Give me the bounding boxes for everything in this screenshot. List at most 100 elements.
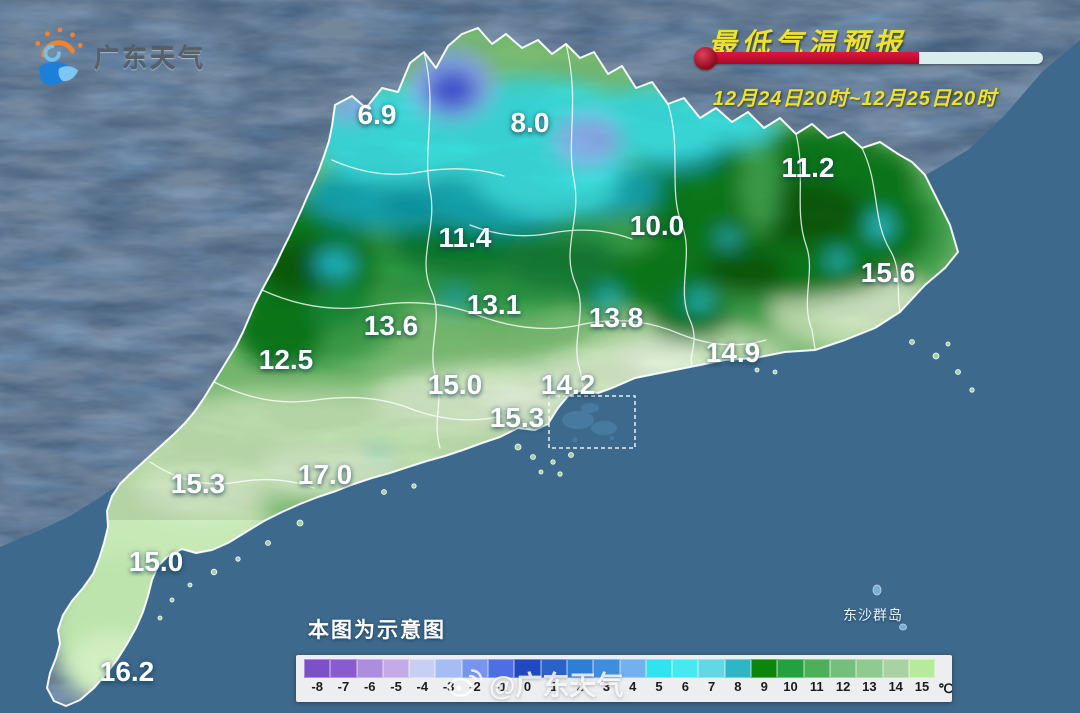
legend-stop: 7 bbox=[698, 659, 725, 694]
legend-unit: ℃ bbox=[938, 681, 953, 696]
legend-swatch bbox=[330, 659, 357, 678]
legend-label: 14 bbox=[888, 679, 903, 694]
dongsha-islands bbox=[872, 584, 907, 631]
legend-label: -8 bbox=[311, 679, 323, 694]
legend-stop: 4 bbox=[619, 659, 646, 694]
legend-swatch bbox=[908, 659, 936, 678]
temperature-label: 14.2 bbox=[540, 369, 596, 400]
legend-swatch bbox=[672, 659, 699, 678]
temperature-label: 15.0 bbox=[427, 369, 483, 400]
legend-swatch bbox=[777, 659, 804, 678]
temperature-label: 15.6 bbox=[860, 257, 916, 288]
legend-stop: -5 bbox=[382, 659, 410, 694]
temperature-label: 12.5 bbox=[258, 344, 314, 375]
legend-swatch bbox=[829, 659, 857, 678]
forecast-period: 12月24日20时~12月25日20时 bbox=[712, 88, 998, 110]
legend-stop: -7 bbox=[330, 659, 357, 693]
temperature-label: 15.3 bbox=[170, 468, 226, 499]
dongsha-island-label: 东沙群岛 bbox=[843, 607, 903, 623]
legend-label: -6 bbox=[363, 679, 376, 694]
legend-stop: -4 bbox=[409, 659, 436, 694]
thermometer-bulb bbox=[694, 47, 717, 70]
legend-stop: 6 bbox=[672, 659, 699, 694]
legend-stop: 2 bbox=[566, 659, 594, 694]
legend-swatch bbox=[409, 659, 436, 678]
legend-label: 7 bbox=[707, 679, 716, 694]
legend-stop: 1 bbox=[540, 659, 567, 694]
temperature-label: 11.4 bbox=[438, 222, 492, 253]
thermometer-fill bbox=[709, 52, 920, 64]
temperature-label: 15.0 bbox=[128, 546, 184, 577]
legend-scale: -8 -7 -6 -5 -4 -3 -2 -1 0 1 2 3 4 5 6 7 8 9 10 11 12 13 14 15 bbox=[304, 659, 936, 694]
temperature-label: 13.6 bbox=[363, 310, 419, 341]
temperature-label: 17.0 bbox=[297, 459, 353, 490]
legend-label: 2 bbox=[576, 679, 584, 694]
legend-swatch bbox=[356, 659, 383, 678]
legend-swatch bbox=[435, 659, 462, 678]
legend-swatch bbox=[698, 659, 725, 678]
map-note: 本图为示意图 bbox=[308, 619, 446, 642]
watermark: @广东天气 bbox=[447, 664, 623, 703]
temperature-label: 8.0 bbox=[510, 107, 550, 138]
legend-stop: -2 bbox=[461, 659, 489, 694]
legend-swatch bbox=[856, 659, 883, 678]
legend-stop: 14 bbox=[882, 659, 909, 694]
legend-stop: 12 bbox=[829, 659, 857, 694]
legend-swatch bbox=[514, 659, 541, 678]
app-logo: 广东天气 bbox=[30, 26, 206, 88]
legend-label: 5 bbox=[655, 679, 663, 694]
legend-label: 11 bbox=[809, 679, 824, 694]
legend-label: -1 bbox=[495, 679, 507, 694]
legend-stop: 0 bbox=[514, 659, 541, 694]
watermark-text: @广东天气 bbox=[489, 671, 624, 701]
legend-label: 6 bbox=[681, 679, 689, 694]
legend-stop: 5 bbox=[645, 659, 673, 694]
legend-stop: 9 bbox=[751, 659, 778, 694]
legend-label: 13 bbox=[862, 679, 877, 694]
province-border bbox=[46, 27, 959, 707]
temperature-label: 15.3 bbox=[489, 402, 545, 433]
legend-label: 12 bbox=[835, 679, 851, 694]
temperature-label: 6.9 bbox=[357, 99, 397, 130]
weibo-icon bbox=[448, 668, 483, 697]
legend-swatch bbox=[488, 659, 515, 678]
legend-label: -2 bbox=[469, 679, 481, 694]
legend-stop: 15 bbox=[908, 659, 936, 694]
legend-label: -4 bbox=[416, 679, 429, 694]
weather-logo-icon bbox=[35, 27, 83, 86]
legend-stop: 8 bbox=[724, 659, 752, 694]
legend-swatch bbox=[566, 659, 594, 678]
legend-swatch bbox=[882, 659, 909, 678]
legend-stop: 3 bbox=[593, 659, 620, 693]
legend-swatch bbox=[803, 659, 830, 678]
legend-stop: 11 bbox=[803, 659, 830, 694]
temperature-label: 13.8 bbox=[588, 302, 644, 333]
temperature-label: 11.2 bbox=[781, 152, 835, 183]
temperature-label: 16.2 bbox=[99, 656, 155, 687]
legend-swatch bbox=[461, 659, 489, 678]
legend-stop: -8 bbox=[304, 659, 331, 694]
legend-stop: 10 bbox=[777, 659, 804, 694]
legend-label: -5 bbox=[390, 679, 402, 694]
legend-label: 9 bbox=[760, 679, 768, 694]
legend-swatch bbox=[540, 659, 567, 678]
legend-label: 8 bbox=[734, 679, 742, 694]
legend-swatch bbox=[645, 659, 673, 678]
legend-swatch bbox=[304, 659, 331, 678]
legend-label: 10 bbox=[783, 679, 798, 694]
logo-text: 广东天气 bbox=[94, 45, 207, 73]
legend-swatch bbox=[593, 659, 620, 678]
legend-stop: 13 bbox=[856, 659, 883, 694]
temperature-legend: -8 -7 -6 -5 -4 -3 -2 -1 0 1 2 3 4 5 6 7 8 9 10 11 12 13 14 15 ℃ bbox=[296, 655, 953, 702]
legend-label: 15 bbox=[914, 679, 930, 694]
legend-label: 4 bbox=[629, 679, 637, 694]
legend-label: 1 bbox=[550, 679, 558, 694]
county-boundaries bbox=[149, 43, 901, 489]
legend-stop: -6 bbox=[356, 659, 383, 694]
coastal-islands bbox=[157, 339, 975, 621]
legend-swatch bbox=[382, 659, 410, 678]
temperature-label: 14.9 bbox=[705, 337, 761, 368]
legend-label: 0 bbox=[523, 679, 532, 694]
